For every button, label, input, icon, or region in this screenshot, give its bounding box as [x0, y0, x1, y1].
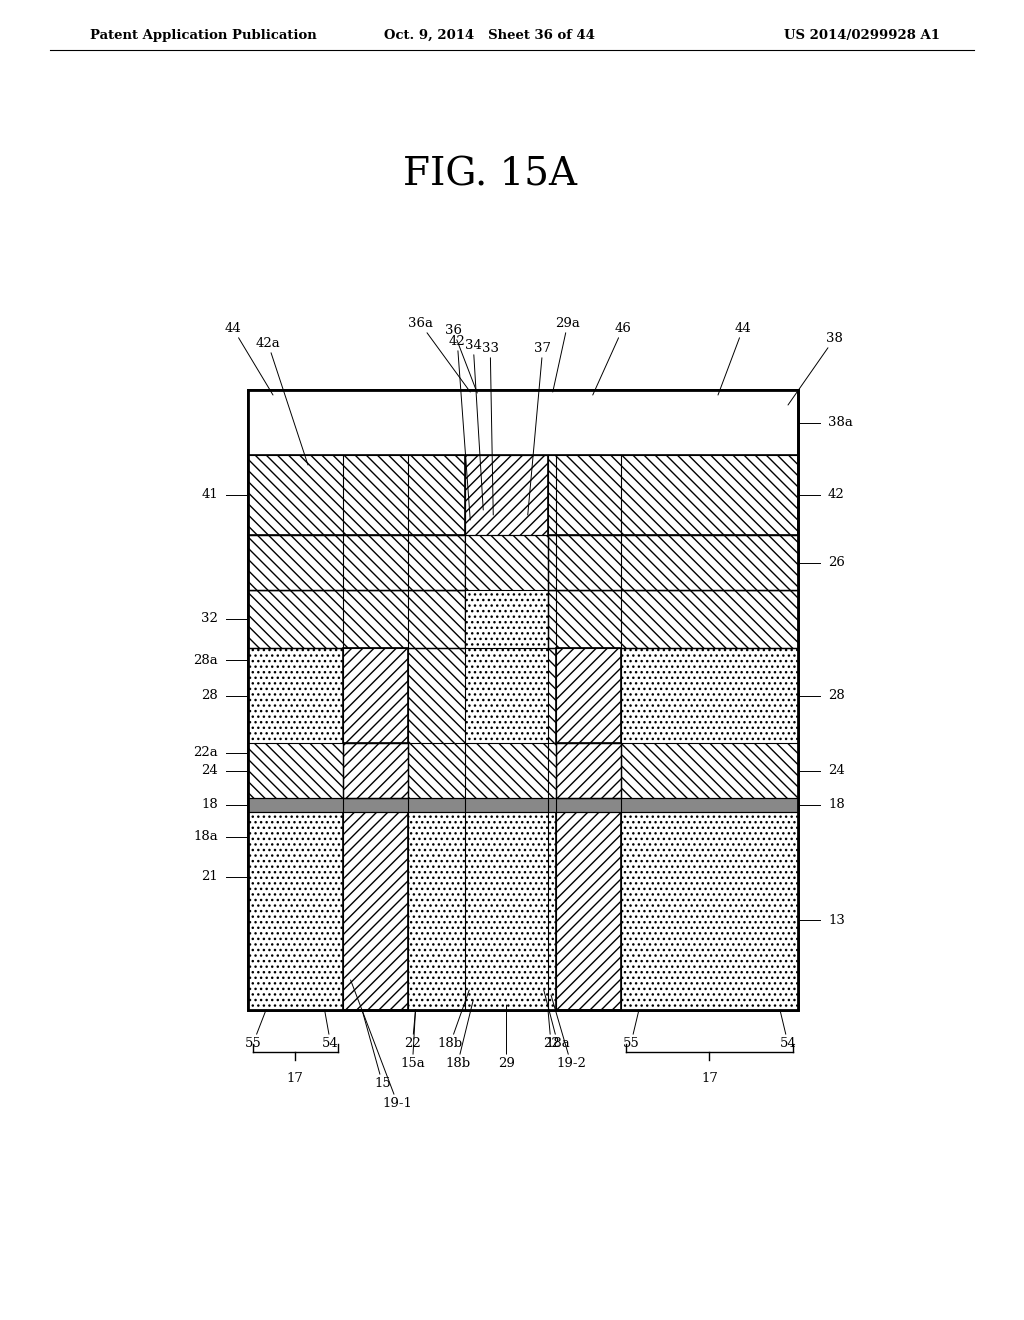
Bar — [465, 812, 548, 1010]
Text: 22a: 22a — [194, 747, 218, 759]
Text: 34: 34 — [465, 339, 483, 510]
Bar — [556, 648, 621, 1010]
Bar — [408, 812, 465, 1010]
Text: 15: 15 — [362, 1010, 391, 1090]
Text: 24: 24 — [828, 764, 845, 777]
Text: 42: 42 — [449, 335, 470, 520]
Bar — [248, 455, 465, 535]
Text: 28a: 28a — [194, 653, 218, 667]
Text: 21: 21 — [202, 870, 218, 883]
Text: 44: 44 — [718, 322, 752, 395]
Text: 19-1: 19-1 — [350, 979, 413, 1110]
Text: 22: 22 — [404, 1010, 421, 1049]
Bar — [343, 648, 408, 1010]
Text: 42: 42 — [828, 488, 845, 502]
Text: 18: 18 — [828, 799, 845, 812]
Bar — [248, 389, 798, 1010]
Text: 18b: 18b — [437, 990, 469, 1049]
Text: 18a: 18a — [544, 990, 570, 1049]
Text: 28: 28 — [828, 689, 845, 702]
Text: 19-2: 19-2 — [551, 995, 586, 1071]
Bar — [465, 648, 548, 743]
Text: 22: 22 — [543, 1010, 559, 1049]
Bar — [548, 812, 556, 1010]
Text: 46: 46 — [593, 322, 631, 395]
Bar — [556, 648, 621, 743]
Bar — [465, 535, 548, 590]
Text: US 2014/0299928 A1: US 2014/0299928 A1 — [784, 29, 940, 41]
Text: 32: 32 — [201, 612, 218, 626]
Bar — [556, 743, 621, 799]
Text: 24: 24 — [202, 764, 218, 777]
Bar — [408, 743, 465, 799]
Bar — [465, 743, 548, 799]
Bar — [548, 648, 556, 743]
Text: Oct. 9, 2014   Sheet 36 of 44: Oct. 9, 2014 Sheet 36 of 44 — [384, 29, 596, 41]
Text: 29a: 29a — [553, 317, 581, 392]
Text: 44: 44 — [224, 322, 273, 395]
Text: 18a: 18a — [194, 830, 218, 843]
Text: 13: 13 — [828, 913, 845, 927]
Bar — [548, 535, 798, 590]
Bar — [548, 455, 798, 535]
Text: 36a: 36a — [408, 317, 470, 392]
Bar — [465, 455, 548, 535]
Bar — [621, 648, 798, 743]
Bar — [248, 743, 343, 799]
Text: 15a: 15a — [400, 1010, 425, 1071]
Text: 42a: 42a — [256, 337, 308, 465]
Text: 36: 36 — [444, 323, 477, 393]
Text: 38: 38 — [788, 333, 843, 405]
Text: 37: 37 — [527, 342, 551, 515]
Bar — [343, 743, 408, 799]
Text: 17: 17 — [287, 1072, 304, 1085]
Bar — [248, 590, 465, 648]
Text: 28: 28 — [202, 689, 218, 702]
Bar — [343, 648, 408, 743]
Bar — [548, 590, 798, 648]
Bar — [408, 648, 465, 743]
Bar — [248, 389, 798, 1010]
Text: 18b: 18b — [445, 1001, 473, 1071]
Text: 18: 18 — [202, 799, 218, 812]
Bar — [248, 799, 798, 812]
Text: 55: 55 — [623, 1010, 639, 1049]
Text: 41: 41 — [202, 488, 218, 502]
Text: 26: 26 — [828, 556, 845, 569]
Bar — [248, 812, 798, 1010]
Bar — [248, 648, 343, 743]
Text: 55: 55 — [245, 1010, 266, 1049]
Bar — [465, 590, 548, 648]
Bar — [621, 743, 798, 799]
Text: 17: 17 — [701, 1072, 718, 1085]
Text: 29: 29 — [498, 1005, 515, 1071]
Text: 38a: 38a — [828, 416, 853, 429]
Bar — [548, 743, 556, 799]
Text: Patent Application Publication: Patent Application Publication — [90, 29, 316, 41]
Text: 54: 54 — [779, 1010, 797, 1049]
Text: FIG. 15A: FIG. 15A — [403, 157, 577, 194]
Text: 33: 33 — [481, 342, 499, 515]
Text: 54: 54 — [323, 1010, 339, 1049]
Bar — [248, 535, 465, 590]
Bar — [248, 389, 798, 455]
